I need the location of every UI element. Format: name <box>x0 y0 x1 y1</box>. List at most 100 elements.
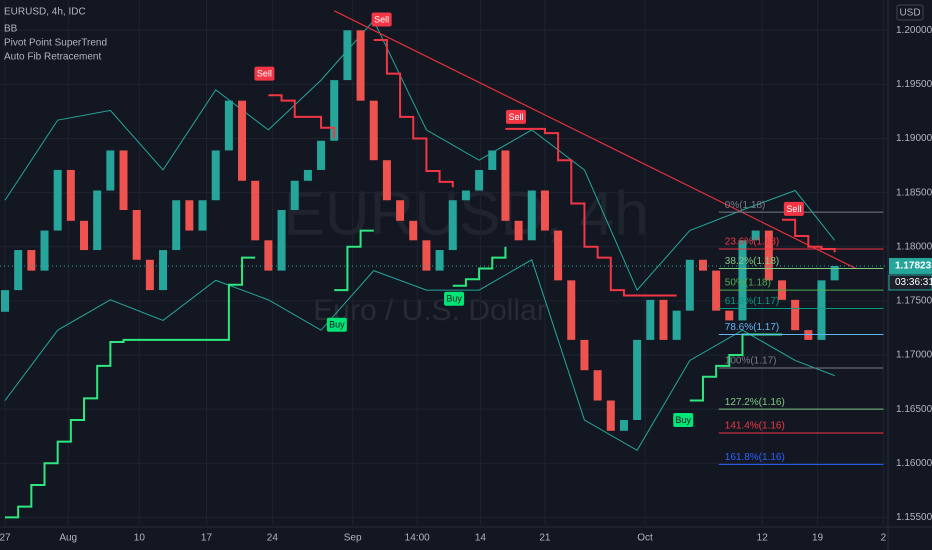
y-tick-label: 1.19500 <box>896 79 932 90</box>
x-tick-label: 14 <box>475 533 487 544</box>
candle <box>27 250 36 271</box>
supertrend-up <box>5 229 782 519</box>
candle <box>501 150 510 221</box>
candle <box>119 150 128 210</box>
trend-line <box>333 10 857 269</box>
x-tick-label: 21 <box>539 533 551 544</box>
candle <box>580 339 589 371</box>
candle <box>159 250 168 291</box>
candle <box>14 250 23 291</box>
candle <box>303 169 312 181</box>
signal-label: Buy <box>446 294 462 304</box>
fib-label: 127.2%(1.16) <box>725 397 785 408</box>
countdown-box <box>888 274 932 291</box>
signal-box <box>673 413 694 427</box>
legend-entry: Auto Fib Retracement <box>4 52 101 63</box>
fib-label: 23.6%(1.18) <box>725 237 779 248</box>
signal-box <box>326 317 347 332</box>
y-tick-label: 1.16500 <box>896 404 932 415</box>
candle <box>40 230 49 271</box>
bb-lower <box>4 259 835 451</box>
candle <box>409 220 418 241</box>
candle <box>698 259 707 271</box>
fib-label: 78.6%(1.17) <box>725 322 779 333</box>
signal-label: Buy <box>329 320 345 330</box>
legend-entry: BB <box>4 24 18 35</box>
y-tick-label: 1.15500 <box>896 512 932 523</box>
last-price-box <box>889 257 932 274</box>
fib-label: 161.8%(1.16) <box>725 452 785 463</box>
candle <box>685 259 694 311</box>
candle <box>251 180 260 241</box>
candle <box>53 169 62 231</box>
candle <box>659 299 668 340</box>
candle <box>198 200 207 231</box>
signal-box <box>444 291 465 306</box>
candle <box>277 210 286 271</box>
x-tick-label: 17 <box>201 533 213 544</box>
candle <box>830 265 839 281</box>
last-price-label: 1.17823 <box>895 261 932 272</box>
candle <box>238 100 247 181</box>
candle <box>145 259 154 291</box>
candle <box>738 240 747 321</box>
signal-box <box>371 12 392 27</box>
fib-label: 100%(1.17) <box>725 356 777 367</box>
fib-label: 141.4%(1.16) <box>725 421 785 432</box>
candle <box>540 190 549 231</box>
candle <box>554 230 563 281</box>
fib-label: 50%(1.18) <box>725 278 771 289</box>
y-tick-label: 1.17000 <box>896 350 932 361</box>
y-tick-label: 1.16000 <box>896 458 932 469</box>
candle <box>619 420 628 431</box>
countdown-label: 03:36:31 <box>895 277 932 288</box>
currency-label: USD <box>899 8 920 19</box>
candle <box>712 270 721 311</box>
candle <box>527 190 536 241</box>
x-tick-label: 12 <box>757 533 769 544</box>
bb-upper <box>4 19 836 292</box>
y-tick-label: 1.17500 <box>896 296 932 307</box>
candle <box>369 100 378 161</box>
candle <box>633 339 642 420</box>
x-tick-label: Sep <box>344 533 362 544</box>
signal-label: Buy <box>675 415 691 425</box>
candle <box>172 200 181 251</box>
watermark: EURUSD, 4h <box>283 179 648 248</box>
signal-box <box>783 201 804 216</box>
supertrend-down <box>268 39 836 297</box>
x-tick-label: Aug <box>59 533 77 544</box>
signal-box <box>254 66 275 81</box>
candle <box>185 200 194 231</box>
x-tick-label: 14:00 <box>405 533 430 544</box>
candle <box>396 200 405 221</box>
candle <box>106 150 115 191</box>
x-tick-label: 19 <box>812 533 824 544</box>
candle <box>330 80 339 141</box>
signal-label: Sell <box>508 112 523 122</box>
candle <box>672 310 681 340</box>
y-tick-label: 1.18500 <box>896 187 932 198</box>
candle <box>448 200 457 251</box>
candle <box>93 190 102 251</box>
candle <box>66 169 75 221</box>
x-tick-label: 10 <box>134 533 146 544</box>
signal-label: Sell <box>786 204 801 214</box>
candle <box>264 240 273 271</box>
candle <box>317 140 326 170</box>
signal-box <box>505 109 526 124</box>
candle <box>211 150 220 201</box>
candle <box>435 250 444 271</box>
candle <box>804 330 813 340</box>
candle <box>1 290 10 312</box>
candle <box>80 220 89 251</box>
y-tick-label: 1.19000 <box>896 133 932 144</box>
x-tick-label: Oct <box>637 533 653 544</box>
candle <box>764 230 773 281</box>
x-tick-label: 27 <box>0 533 11 544</box>
fib-label: 0%(1.18) <box>725 200 766 211</box>
candle <box>132 210 141 260</box>
candle <box>422 240 431 271</box>
